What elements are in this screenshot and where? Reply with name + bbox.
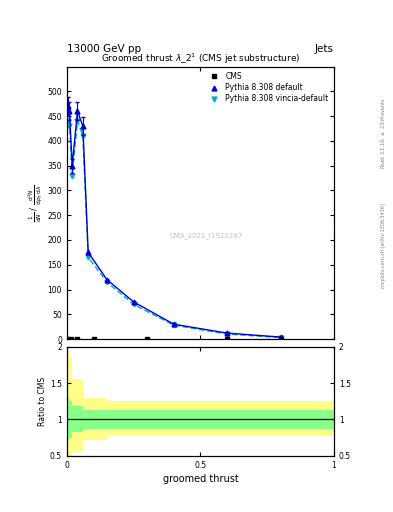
Pythia 8.308 vincia-default [66, 118, 70, 124]
Y-axis label: $\frac{1}{\mathrm{d}N}$ / $\frac{\mathrm{d}^2N}{\mathrm{d}p_T\,\mathrm{d}\lambda: $\frac{1}{\mathrm{d}N}$ / $\frac{\mathrm… [26, 184, 44, 222]
Text: CMS_2021_I1920187: CMS_2021_I1920187 [169, 232, 242, 239]
Pythia 8.308 vincia-default [131, 301, 136, 307]
CMS [75, 336, 80, 342]
Pythia 8.308 vincia-default [86, 254, 90, 261]
Line: Pythia 8.308 vincia-default: Pythia 8.308 vincia-default [66, 119, 283, 340]
Pythia 8.308 vincia-default [75, 118, 80, 124]
Pythia 8.308 default [67, 108, 72, 114]
Pythia 8.308 default [70, 163, 75, 169]
CMS [225, 336, 230, 342]
Pythia 8.308 vincia-default [225, 331, 230, 337]
Pythia 8.308 vincia-default [105, 279, 109, 285]
Legend: CMS, Pythia 8.308 default, Pythia 8.308 vincia-default: CMS, Pythia 8.308 default, Pythia 8.308 … [204, 70, 330, 105]
Title: Groomed thrust $\lambda\_2^1$ (CMS jet substructure): Groomed thrust $\lambda\_2^1$ (CMS jet s… [101, 52, 300, 67]
Pythia 8.308 vincia-default [70, 173, 75, 179]
Y-axis label: Ratio to CMS: Ratio to CMS [38, 377, 47, 426]
CMS [145, 336, 149, 342]
Pythia 8.308 default [75, 108, 80, 114]
Pythia 8.308 default [66, 103, 70, 109]
Pythia 8.308 default [81, 123, 85, 129]
Text: 13000 GeV pp: 13000 GeV pp [67, 44, 141, 54]
Pythia 8.308 default [225, 330, 230, 336]
Pythia 8.308 default [105, 276, 109, 283]
Pythia 8.308 default [278, 334, 283, 340]
Pythia 8.308 default [86, 249, 90, 255]
CMS [91, 336, 96, 342]
Text: mcplots.cern.ch [arXiv:1306.3436]: mcplots.cern.ch [arXiv:1306.3436] [381, 203, 386, 288]
CMS [68, 335, 73, 342]
Pythia 8.308 default [171, 321, 176, 327]
Line: CMS: CMS [66, 336, 283, 342]
CMS [66, 335, 70, 342]
Text: Rivet 3.1.10; $\geq$ 2.5M events: Rivet 3.1.10; $\geq$ 2.5M events [379, 97, 387, 169]
Pythia 8.308 vincia-default [67, 123, 72, 129]
Pythia 8.308 vincia-default [278, 334, 283, 340]
X-axis label: groomed thrust: groomed thrust [163, 474, 238, 484]
Text: Jets: Jets [315, 44, 334, 54]
Pythia 8.308 vincia-default [81, 133, 85, 139]
Pythia 8.308 vincia-default [171, 322, 176, 328]
Line: Pythia 8.308 default: Pythia 8.308 default [66, 104, 283, 339]
Pythia 8.308 default [131, 299, 136, 305]
CMS [278, 336, 283, 342]
